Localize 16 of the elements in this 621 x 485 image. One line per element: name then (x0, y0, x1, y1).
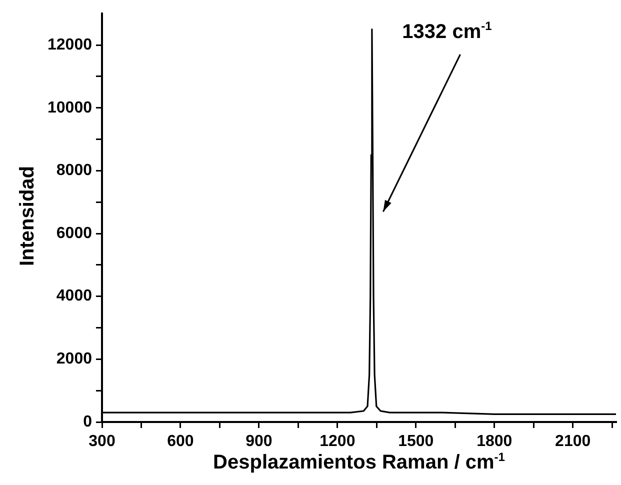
y-tick-label: 4000 (56, 288, 92, 305)
x-tick-label: 300 (88, 433, 116, 450)
y-tick-label: 10000 (48, 99, 92, 116)
y-axis-title: Intensidad (16, 166, 40, 266)
y-tick-label: 0 (83, 413, 92, 430)
x-tick-label: 1200 (320, 433, 356, 450)
y-tick-label: 12000 (48, 36, 92, 54)
x-tick-label: 600 (167, 433, 194, 450)
x-tick-label: 1500 (398, 433, 434, 450)
x-tick-label: 2100 (555, 433, 591, 450)
y-tick-label: 8000 (56, 162, 92, 180)
y-tick-label: 2000 (56, 350, 92, 368)
x-tick-label: 900 (246, 433, 272, 450)
x-tick-label: 1800 (476, 433, 512, 450)
x-axis-title: Desplazamientos Raman / cm$^{-1}$ (212, 450, 506, 475)
y-tick-label: 6000 (56, 224, 92, 242)
